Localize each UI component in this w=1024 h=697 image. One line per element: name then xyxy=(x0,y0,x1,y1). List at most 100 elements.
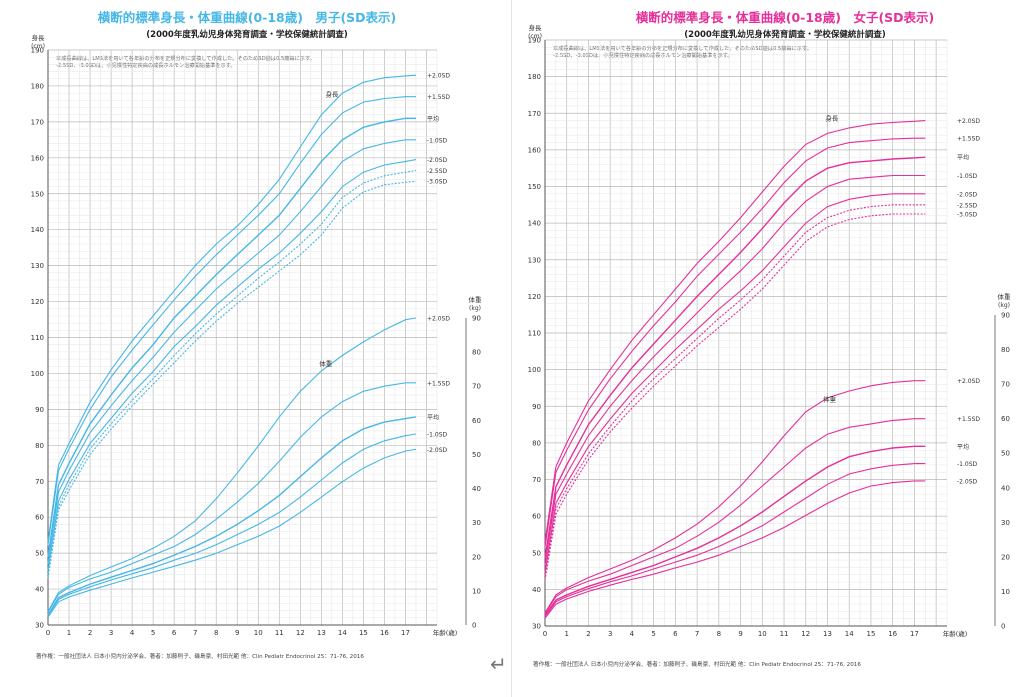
panel-divider xyxy=(511,0,512,697)
x-tick-label: 4 xyxy=(130,629,135,637)
height-tick-label: 40 xyxy=(532,586,541,594)
weight-curve-label: 体重 xyxy=(319,359,333,368)
x-tick-label: 17 xyxy=(910,630,919,638)
height-series-label: -2.5SD xyxy=(957,202,978,209)
x-tick-label: 14 xyxy=(845,630,854,638)
height-tick-label: 190 xyxy=(31,47,44,55)
x-tick-label: 13 xyxy=(823,630,832,638)
weight-series-line xyxy=(544,463,926,618)
weight-series-line xyxy=(544,480,926,619)
height-series-label: +1.5SD xyxy=(427,94,450,101)
height-tick-label: 160 xyxy=(528,146,541,154)
weight-series-label: +2.0SD xyxy=(957,378,980,385)
weight-series-label: +1.5SD xyxy=(957,416,980,423)
weight-axis-unit: (kg) xyxy=(998,302,1010,309)
weight-axis-unit: (kg) xyxy=(469,305,481,312)
height-tick-label: 180 xyxy=(31,82,44,90)
x-tick-label: 14 xyxy=(338,629,347,637)
height-tick-label: 170 xyxy=(31,118,44,126)
weight-series-label: -1.0SD xyxy=(957,461,978,468)
chart-note: -2.5SD、-3.0SDは、小児慢性特定疾病の成長ホルモン治療開始基準を示す。 xyxy=(56,61,236,69)
chart-footer-copyright: 著作権：一般社団法人 日本小児内分泌学会、著者：加藤則子、磯島豪、村田光範 他：… xyxy=(36,652,364,660)
chart-footer-copyright: 著作権：一般社団法人 日本小児内分泌学会、著者：加藤則子、磯島豪、村田光範 他：… xyxy=(533,660,861,668)
height-series-line xyxy=(544,193,926,573)
x-tick-label: 11 xyxy=(275,629,284,637)
x-tick-label: 15 xyxy=(866,630,875,638)
chart-title: 横断的標準身長・体重曲線(0-18歳) 女子(SD表示) xyxy=(636,10,935,25)
x-tick-label: 5 xyxy=(651,630,655,638)
weight-tick-label: 0 xyxy=(472,622,476,630)
weight-series-line xyxy=(47,416,417,616)
x-tick-label: 2 xyxy=(586,630,590,638)
height-axis-unit: (cm) xyxy=(31,43,45,50)
height-tick-label: 130 xyxy=(528,256,541,264)
weight-curve-label: 体重 xyxy=(823,394,837,403)
height-tick-label: 70 xyxy=(532,476,541,484)
height-series-line xyxy=(544,174,926,566)
height-series-line xyxy=(544,120,926,542)
height-tick-label: 70 xyxy=(35,478,44,486)
weight-tick-label: 20 xyxy=(1001,553,1010,561)
height-tick-label: 60 xyxy=(532,513,541,521)
weight-series-label: -2.0SD xyxy=(957,478,978,485)
x-tick-label: 9 xyxy=(738,630,742,638)
height-tick-label: 110 xyxy=(528,330,541,338)
height-tick-label: 160 xyxy=(31,154,44,162)
weight-tick-label: 70 xyxy=(472,383,481,391)
weight-tick-label: 60 xyxy=(1001,415,1010,423)
chart-grid xyxy=(544,39,948,627)
x-tick-label: 10 xyxy=(254,629,263,637)
height-tick-label: 130 xyxy=(31,262,44,270)
height-series-line xyxy=(47,117,416,557)
height-axis-label: 身長 xyxy=(529,23,543,32)
x-tick-label: 6 xyxy=(673,630,678,638)
height-series-label: +2.0SD xyxy=(957,118,980,125)
height-series-label: -1.0SD xyxy=(427,137,448,144)
height-series-label: 平均 xyxy=(957,154,969,162)
height-series-label: -2.5SD xyxy=(427,168,448,175)
height-series-line xyxy=(544,204,926,577)
height-tick-label: 100 xyxy=(31,370,44,378)
weight-tick-label: 80 xyxy=(1001,346,1010,354)
x-tick-label: 1 xyxy=(564,630,568,638)
height-tick-label: 90 xyxy=(35,406,44,414)
x-tick-label: 7 xyxy=(193,629,197,637)
height-tick-label: 150 xyxy=(31,190,44,198)
height-tick-label: 100 xyxy=(528,366,541,374)
height-tick-label: 30 xyxy=(532,623,541,631)
x-tick-label: 17 xyxy=(401,629,410,637)
weight-tick-label: 30 xyxy=(472,519,481,527)
height-tick-label: 140 xyxy=(528,220,541,228)
weight-series-line xyxy=(544,418,926,615)
weight-tick-label: 30 xyxy=(1001,519,1010,527)
height-series-label: 平均 xyxy=(427,115,439,123)
girls-growth-chart-panel: 横断的標準身長・体重曲線(0-18歳) 女子(SD表示) (2000年度乳幼児身体… xyxy=(512,0,1024,697)
weight-tick-label: 50 xyxy=(1001,450,1010,458)
height-tick-label: 50 xyxy=(35,550,44,558)
height-curve-label: 身長 xyxy=(326,90,340,99)
height-tick-label: 40 xyxy=(35,586,44,594)
weight-series-label: +2.0SD xyxy=(427,316,450,323)
height-curve-label: 身長 xyxy=(825,114,839,123)
weight-series-line xyxy=(47,317,417,612)
height-tick-label: 180 xyxy=(528,73,541,81)
x-tick-label: 10 xyxy=(758,630,767,638)
weight-series-label: 平均 xyxy=(957,443,969,451)
height-tick-label: 150 xyxy=(528,183,541,191)
weight-tick-label: 40 xyxy=(1001,484,1010,492)
height-tick-label: 80 xyxy=(35,442,44,450)
height-tick-label: 110 xyxy=(31,334,44,342)
growth-chart-svg: 横断的標準身長・体重曲線(0-18歳) 女子(SD表示) (2000年度乳幼児身体… xyxy=(528,10,1011,668)
height-series-line xyxy=(544,156,926,559)
height-series-label: +1.5SD xyxy=(957,136,980,143)
weight-tick-label: 90 xyxy=(1001,312,1010,320)
x-tick-label: 11 xyxy=(780,630,789,638)
height-series-line xyxy=(47,169,417,575)
height-axis-label: 身長 xyxy=(32,33,46,42)
x-tick-label: 13 xyxy=(317,629,326,637)
weight-tick-label: 80 xyxy=(472,349,481,357)
x-tick-label: 8 xyxy=(214,629,218,637)
x-tick-label: 5 xyxy=(151,629,155,637)
height-tick-label: 140 xyxy=(31,226,44,234)
height-tick-label: 120 xyxy=(31,298,44,306)
